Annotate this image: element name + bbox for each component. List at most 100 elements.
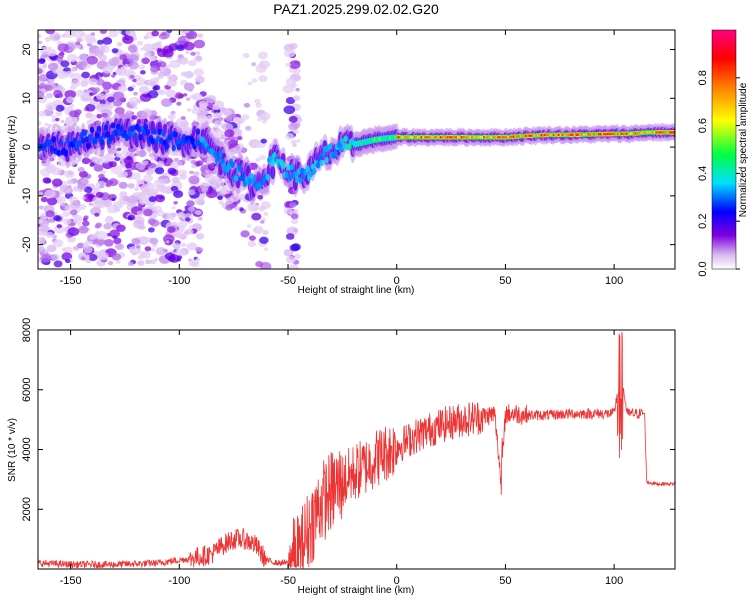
- ridge-core: [305, 165, 310, 172]
- noise-speckle: [176, 101, 182, 106]
- noise-speckle: [136, 210, 144, 216]
- noise-speckle: [88, 254, 98, 261]
- noise-speckle: [221, 184, 228, 190]
- chart-title: PAZ1.2025.299.02.02.G20: [273, 1, 439, 17]
- noise-speckle: [127, 183, 135, 189]
- y-tick-label: 20: [21, 43, 33, 55]
- noise-speckle: [258, 75, 268, 83]
- noise-speckle: [117, 172, 124, 178]
- ridge-core: [94, 132, 100, 139]
- ridge-core: [171, 144, 176, 152]
- y-tick-label: -10: [21, 188, 33, 204]
- noise-speckle: [142, 188, 153, 196]
- noise-speckle: [284, 48, 296, 58]
- ridge-core: [114, 129, 119, 137]
- colorbar-gradient: [711, 29, 737, 270]
- noise-speckle: [59, 185, 69, 192]
- noise-speckle: [179, 173, 187, 180]
- ridge-core: [328, 143, 333, 150]
- noise-speckle: [57, 43, 69, 52]
- ridge-core: [96, 125, 102, 132]
- noise-speckle: [80, 32, 87, 37]
- noise-speckle: [152, 86, 159, 91]
- ridge-core: [241, 172, 246, 180]
- noise-speckle: [47, 48, 57, 57]
- colorbar-tick-label: 0.6: [697, 118, 709, 133]
- noise-speckle: [186, 200, 195, 207]
- ridge-core: [343, 135, 348, 142]
- colorbar-ticks: 0.0 0.2 0.4 0.6 0.8: [697, 70, 740, 277]
- noise-speckle: [285, 255, 296, 264]
- noise-speckle: [70, 67, 77, 73]
- noise-speckle: [246, 224, 252, 228]
- noise-speckle: [283, 249, 294, 257]
- noise-speckle: [183, 41, 195, 51]
- ridge-core: [164, 143, 169, 151]
- ridge-core: [56, 150, 62, 157]
- noise-speckle: [53, 224, 66, 234]
- noise-speckle: [150, 157, 155, 161]
- noise-speckle: [88, 240, 94, 245]
- noise-speckle: [135, 244, 141, 249]
- noise-speckle: [80, 60, 88, 67]
- ridge-core: [89, 126, 95, 134]
- noise-speckle: [253, 226, 264, 234]
- noise-speckle: [137, 260, 145, 266]
- noise-speckle: [154, 194, 166, 203]
- noise-speckle: [247, 240, 257, 248]
- ridge-core: [150, 138, 155, 145]
- ridge-core: [51, 136, 56, 143]
- ridge-core: [221, 162, 227, 169]
- noise-speckle: [77, 242, 85, 249]
- noise-speckle: [147, 90, 159, 99]
- noise-speckle: [85, 103, 96, 112]
- ridge-core: [133, 132, 138, 139]
- ridge-core: [286, 164, 291, 171]
- noise-speckle: [259, 155, 266, 160]
- noise-speckle: [285, 62, 291, 67]
- noise-speckle: [292, 95, 301, 101]
- ridge-core: [218, 150, 223, 157]
- noise-speckle: [107, 261, 114, 266]
- noise-speckle: [125, 30, 135, 36]
- noise-speckle: [108, 30, 119, 38]
- noise-speckle: [51, 178, 63, 187]
- noise-speckle: [136, 178, 145, 185]
- noise-speckle: [103, 239, 114, 247]
- bottom-x-axis-label: Height of straight line (km): [298, 585, 415, 596]
- ridge-core: [115, 123, 121, 130]
- noise-speckle: [65, 96, 75, 104]
- noise-speckle: [137, 254, 144, 260]
- noise-speckle: [194, 51, 201, 56]
- noise-speckle: [94, 212, 100, 217]
- noise-speckle: [38, 120, 42, 126]
- noise-speckle: [82, 242, 90, 249]
- ridge-core: [298, 177, 303, 184]
- noise-speckle: [116, 42, 123, 47]
- noise-speckle: [250, 205, 259, 212]
- noise-speckle: [169, 59, 181, 69]
- noise-speckle: [237, 195, 243, 200]
- noise-speckle: [285, 133, 295, 140]
- ridge-core: [65, 136, 70, 144]
- noise-speckle: [255, 261, 264, 268]
- noise-speckle: [180, 242, 187, 248]
- noise-speckle: [191, 107, 200, 115]
- noise-speckle: [115, 243, 124, 250]
- ridge-core: [155, 135, 161, 143]
- noise-speckle: [46, 165, 57, 174]
- noise-speckle: [47, 62, 59, 71]
- noise-speckle: [145, 169, 154, 176]
- noise-speckle: [170, 110, 176, 115]
- noise-speckle: [95, 103, 103, 109]
- noise-speckle: [44, 84, 54, 92]
- noise-speckle: [75, 89, 85, 97]
- noise-speckle: [81, 157, 91, 165]
- noise-speckle: [82, 217, 88, 222]
- noise-speckle: [72, 159, 80, 165]
- noise-speckle: [111, 48, 119, 54]
- ridge-core: [294, 176, 300, 183]
- noise-speckle: [140, 70, 146, 75]
